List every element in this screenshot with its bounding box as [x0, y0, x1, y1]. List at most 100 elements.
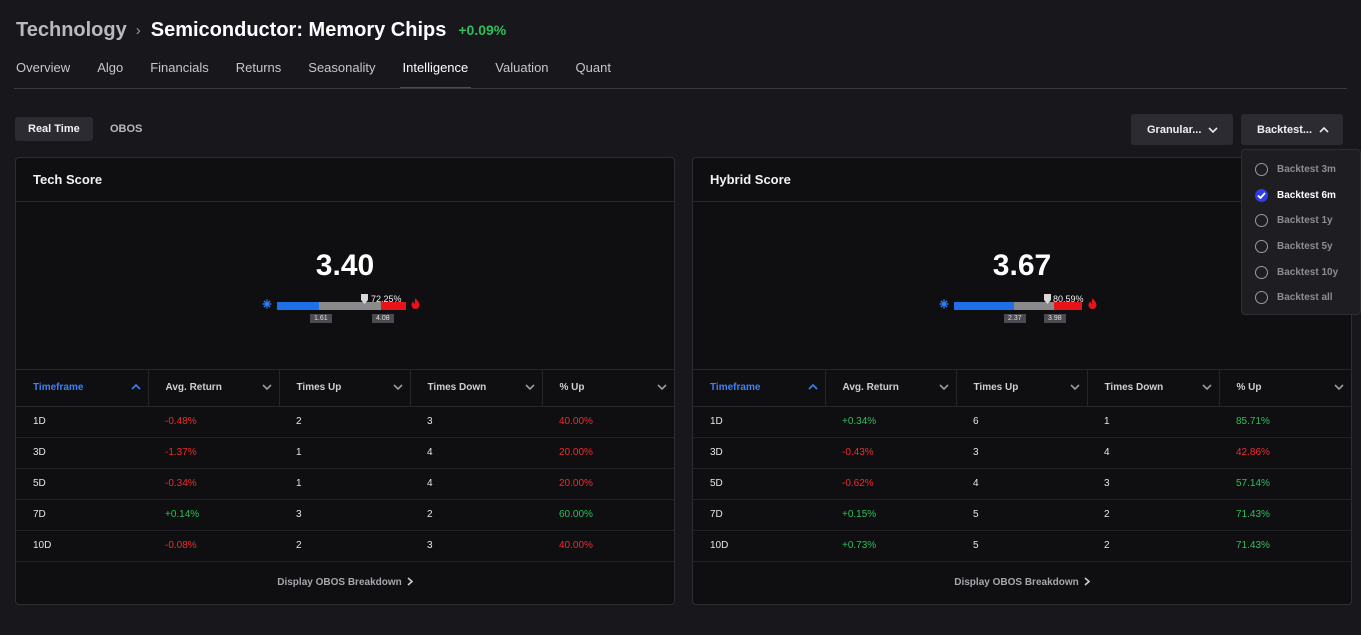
tab-financials[interactable]: Financials — [150, 60, 209, 75]
table-row: 5D -0.62% 4 3 57.14% — [693, 468, 1351, 500]
breadcrumb: Technology › Semiconductor: Memory Chips… — [16, 18, 506, 42]
tab-returns[interactable]: Returns — [235, 60, 282, 75]
snowflake-icon — [939, 299, 949, 309]
column-header-times-down[interactable]: Times Down — [409, 370, 542, 407]
score-area: 3.67 80.59% 2.37 3.98 — [693, 202, 1351, 370]
table-row: 1D +0.34% 6 1 85.71% — [693, 406, 1351, 438]
cell-times-down: 2 — [1087, 530, 1219, 562]
granularity-label: Granular... — [1147, 123, 1202, 136]
tab-valuation[interactable]: Valuation — [495, 60, 549, 75]
fire-icon — [411, 298, 420, 309]
backtest-label: Backtest... — [1257, 123, 1313, 136]
table-row: 3D -0.43% 3 4 42.86% — [693, 437, 1351, 469]
cell-times-down: 4 — [410, 468, 542, 500]
cell-times-up: 5 — [956, 499, 1087, 531]
tab-seasonality[interactable]: Seasonality — [308, 60, 376, 75]
backtest-option-6m[interactable]: Backtest 6m — [1242, 183, 1360, 209]
chevron-down-icon[interactable] — [1201, 384, 1212, 390]
cell-avg-return: +0.15% — [825, 499, 956, 531]
obos-breakdown-link[interactable]: Display OBOS Breakdown — [16, 562, 674, 604]
hybrid-score-panel: Hybrid Score 3.67 80.59% 2.37 3.98 Timef… — [692, 157, 1352, 605]
radio-icon[interactable] — [1255, 214, 1268, 228]
obos-breakdown-link[interactable]: Display OBOS Breakdown — [693, 562, 1351, 604]
radio-icon[interactable] — [1255, 265, 1268, 279]
column-header-times-up[interactable]: Times Up — [278, 370, 410, 407]
cell-timeframe: 7D — [693, 499, 825, 531]
gauge-low-segment — [277, 302, 319, 310]
cell-times-down: 3 — [410, 406, 542, 438]
column-header-avg-return[interactable]: Avg. Return — [147, 370, 279, 407]
chevron-down-icon[interactable] — [1334, 384, 1344, 390]
obos-breakdown-label: Display OBOS Breakdown — [277, 576, 402, 588]
table-row: 7D +0.15% 5 2 71.43% — [693, 499, 1351, 531]
chevron-down-icon[interactable] — [938, 384, 949, 390]
cell-times-down: 3 — [410, 530, 542, 562]
radio-icon[interactable] — [1255, 291, 1268, 305]
column-header-pct-up[interactable]: % Up — [541, 370, 674, 407]
cell-times-up: 2 — [279, 406, 410, 438]
cell-avg-return: -0.43% — [825, 437, 956, 469]
column-header-times-down[interactable]: Times Down — [1086, 370, 1219, 407]
gauge-percentile: 72.25% — [371, 294, 402, 304]
radio-icon[interactable] — [1255, 163, 1268, 177]
backtest-option-10y[interactable]: Backtest 10y — [1242, 259, 1360, 285]
cell-times-down: 2 — [1087, 499, 1219, 531]
realtime-button[interactable]: Real Time — [15, 117, 93, 141]
radio-icon[interactable] — [1255, 240, 1268, 254]
gauge-high-segment — [1054, 302, 1082, 310]
panel-title: Tech Score — [16, 158, 674, 202]
cell-timeframe: 1D — [16, 406, 148, 438]
gauge-marker — [361, 294, 368, 304]
chevron-up-icon — [1319, 126, 1329, 133]
chevron-down-icon[interactable] — [261, 384, 272, 390]
obos-breakdown-label: Display OBOS Breakdown — [954, 576, 1079, 588]
chevron-down-icon[interactable] — [524, 384, 535, 390]
column-header-times-up[interactable]: Times Up — [955, 370, 1087, 407]
column-header-pct-up[interactable]: % Up — [1218, 370, 1351, 407]
cell-pct-up: 40.00% — [542, 530, 674, 562]
cell-avg-return: -0.62% — [825, 468, 956, 500]
table-row: 5D -0.34% 1 4 20.00% — [16, 468, 674, 500]
cell-avg-return: +0.14% — [148, 499, 279, 531]
table-row: 10D -0.08% 2 3 40.00% — [16, 530, 674, 562]
tab-algo[interactable]: Algo — [97, 60, 124, 75]
gauge-low-label: 2.37 — [1004, 314, 1026, 323]
column-header-avg-return[interactable]: Avg. Return — [824, 370, 956, 407]
backtest-option-5y[interactable]: Backtest 5y — [1242, 234, 1360, 260]
breadcrumb-parent[interactable]: Technology — [16, 18, 127, 41]
cell-pct-up: 60.00% — [542, 499, 674, 531]
cell-timeframe: 5D — [693, 468, 825, 500]
cell-timeframe: 10D — [16, 530, 148, 562]
score-value: 3.67 — [992, 249, 1052, 282]
cell-pct-up: 71.43% — [1219, 499, 1351, 531]
column-header-timeframe[interactable]: Timeframe — [16, 370, 148, 407]
sort-ascending-icon[interactable] — [130, 384, 141, 390]
cell-avg-return: +0.34% — [825, 406, 956, 438]
cell-times-down: 1 — [1087, 406, 1219, 438]
cell-avg-return: +0.73% — [825, 530, 956, 562]
chevron-down-icon[interactable] — [657, 384, 667, 390]
chevron-right-icon — [407, 577, 413, 586]
tab-overview[interactable]: Overview — [16, 60, 71, 75]
table-row: 10D +0.73% 5 2 71.43% — [693, 530, 1351, 562]
column-header-timeframe[interactable]: Timeframe — [693, 370, 825, 407]
chevron-down-icon[interactable] — [392, 384, 403, 390]
obos-button[interactable]: OBOS — [110, 123, 143, 135]
gauge-low-label: 1.61 — [310, 314, 332, 323]
checkmark-icon[interactable] — [1255, 188, 1268, 202]
backtest-option-1y[interactable]: Backtest 1y — [1242, 208, 1360, 234]
score-value: 3.40 — [315, 249, 375, 282]
cell-times-down: 2 — [410, 499, 542, 531]
page-title: Semiconductor: Memory Chips — [150, 18, 447, 41]
backtest-option-all[interactable]: Backtest all — [1242, 285, 1360, 311]
cell-timeframe: 3D — [693, 437, 825, 469]
chevron-down-icon[interactable] — [1069, 384, 1080, 390]
backtest-dropdown[interactable]: Backtest... — [1241, 114, 1343, 145]
tech-score-panel: Tech Score 3.40 72.25% 1.61 4.08 Timefra… — [15, 157, 675, 605]
tab-intelligence[interactable]: Intelligence — [399, 60, 472, 89]
backtest-option-3m[interactable]: Backtest 3m — [1242, 157, 1360, 183]
sort-ascending-icon[interactable] — [807, 384, 818, 390]
granularity-dropdown[interactable]: Granular... — [1131, 114, 1233, 145]
cell-times-down: 4 — [410, 437, 542, 469]
tab-quant[interactable]: Quant — [575, 60, 611, 75]
